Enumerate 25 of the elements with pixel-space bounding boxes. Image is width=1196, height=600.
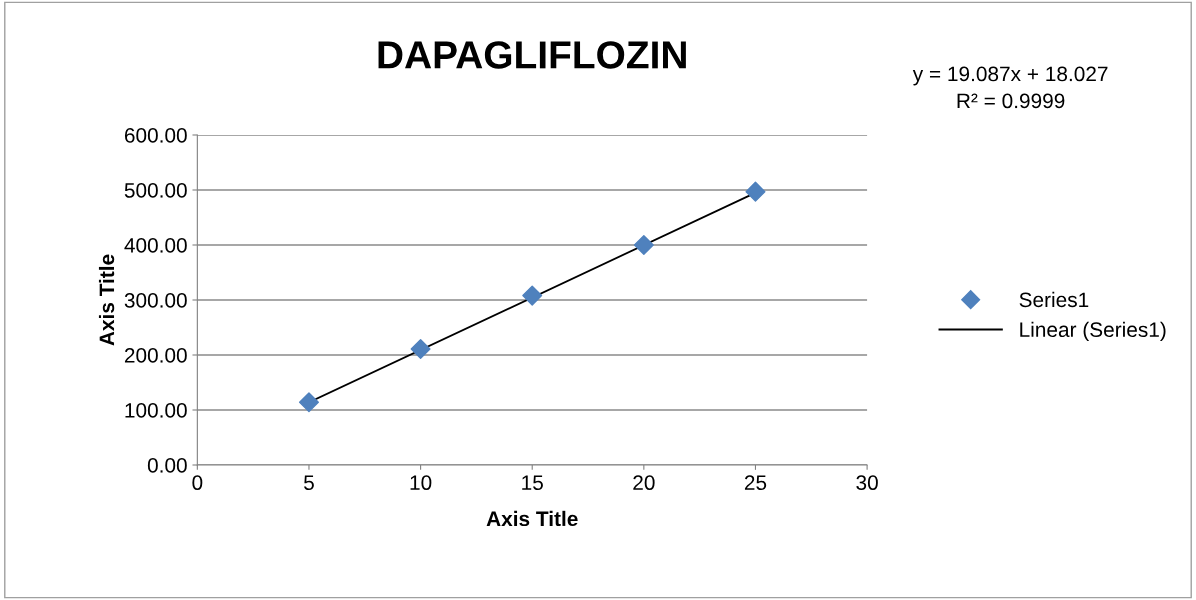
y-axis-title: Axis Title (98, 254, 115, 346)
chart-title: DAPAGLIFLOZIN (378, 41, 686, 69)
point (410, 338, 431, 359)
x-tick-label: 5 (304, 475, 314, 491)
x-axis-title: Axis Title (486, 510, 578, 527)
legend-label: Series1 (1019, 291, 1089, 308)
y-tick-label: 600.00 (124, 128, 187, 143)
y-tick-label: 200.00 (124, 348, 187, 363)
x-tick-label: 20 (633, 475, 655, 491)
y-tick-label: 100.00 (125, 403, 187, 418)
x-tick-label: 30 (856, 475, 878, 491)
text: y = 19.087x + 18.027 R² = 0.9999 (912, 66, 1108, 109)
y-tick-label: 0.00 (147, 458, 187, 473)
x-tick-label: 0 (192, 475, 203, 491)
x-tick-label: 15 (522, 475, 543, 491)
point (298, 392, 319, 413)
point (745, 181, 766, 202)
point (633, 234, 654, 256)
x-tick-label: 10 (410, 475, 432, 491)
x-tick-label: 25 (744, 475, 767, 491)
y-tick-label: 300.00 (124, 293, 187, 308)
y-tick-label: 400.00 (124, 238, 187, 253)
y-tick-label: 500.00 (124, 183, 187, 198)
point (522, 285, 543, 306)
legend-label: Linear (Series1) (1020, 321, 1166, 342)
